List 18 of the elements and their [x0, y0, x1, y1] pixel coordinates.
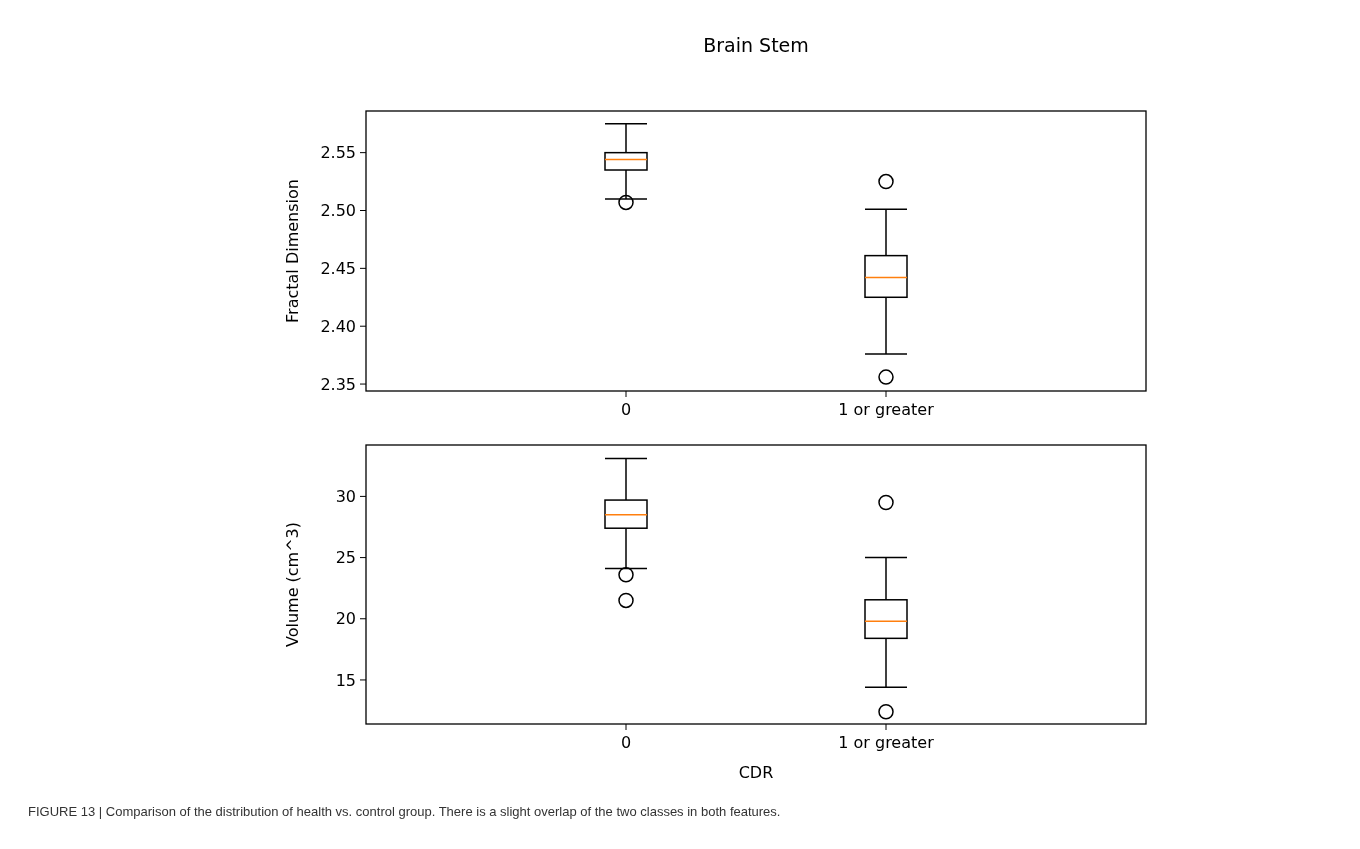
x-axis-title: CDR [738, 763, 774, 782]
x-tick-label: 0 [620, 400, 632, 419]
y-tick-label: 2.40 [320, 316, 356, 336]
x-tick-label: 1 or greater [838, 733, 935, 752]
y-tick-label: 2.55 [320, 143, 356, 163]
y-tick-label: 2.45 [320, 258, 356, 278]
y-tick-label: 2.50 [320, 201, 356, 221]
y-axis-title: Fractal Dimension [283, 179, 302, 323]
x-tick-label: 0 [620, 733, 632, 752]
y-tick-label: 15 [335, 670, 356, 690]
chart-title: Brain Stem [703, 34, 809, 56]
x-tick-label: 1 or greater [838, 400, 935, 419]
caption: FIGURE 13 | Comparison of the distribution of health vs. control group. There is a slight overlap of the two classes in both features. [28, 804, 781, 819]
y-tick-label: 25 [335, 548, 356, 568]
y-axis-title: Volume (cm^3) [283, 521, 302, 648]
y-tick-label: 2.35 [320, 374, 356, 394]
y-tick-label: 20 [335, 609, 356, 629]
y-tick-label: 30 [335, 486, 356, 506]
